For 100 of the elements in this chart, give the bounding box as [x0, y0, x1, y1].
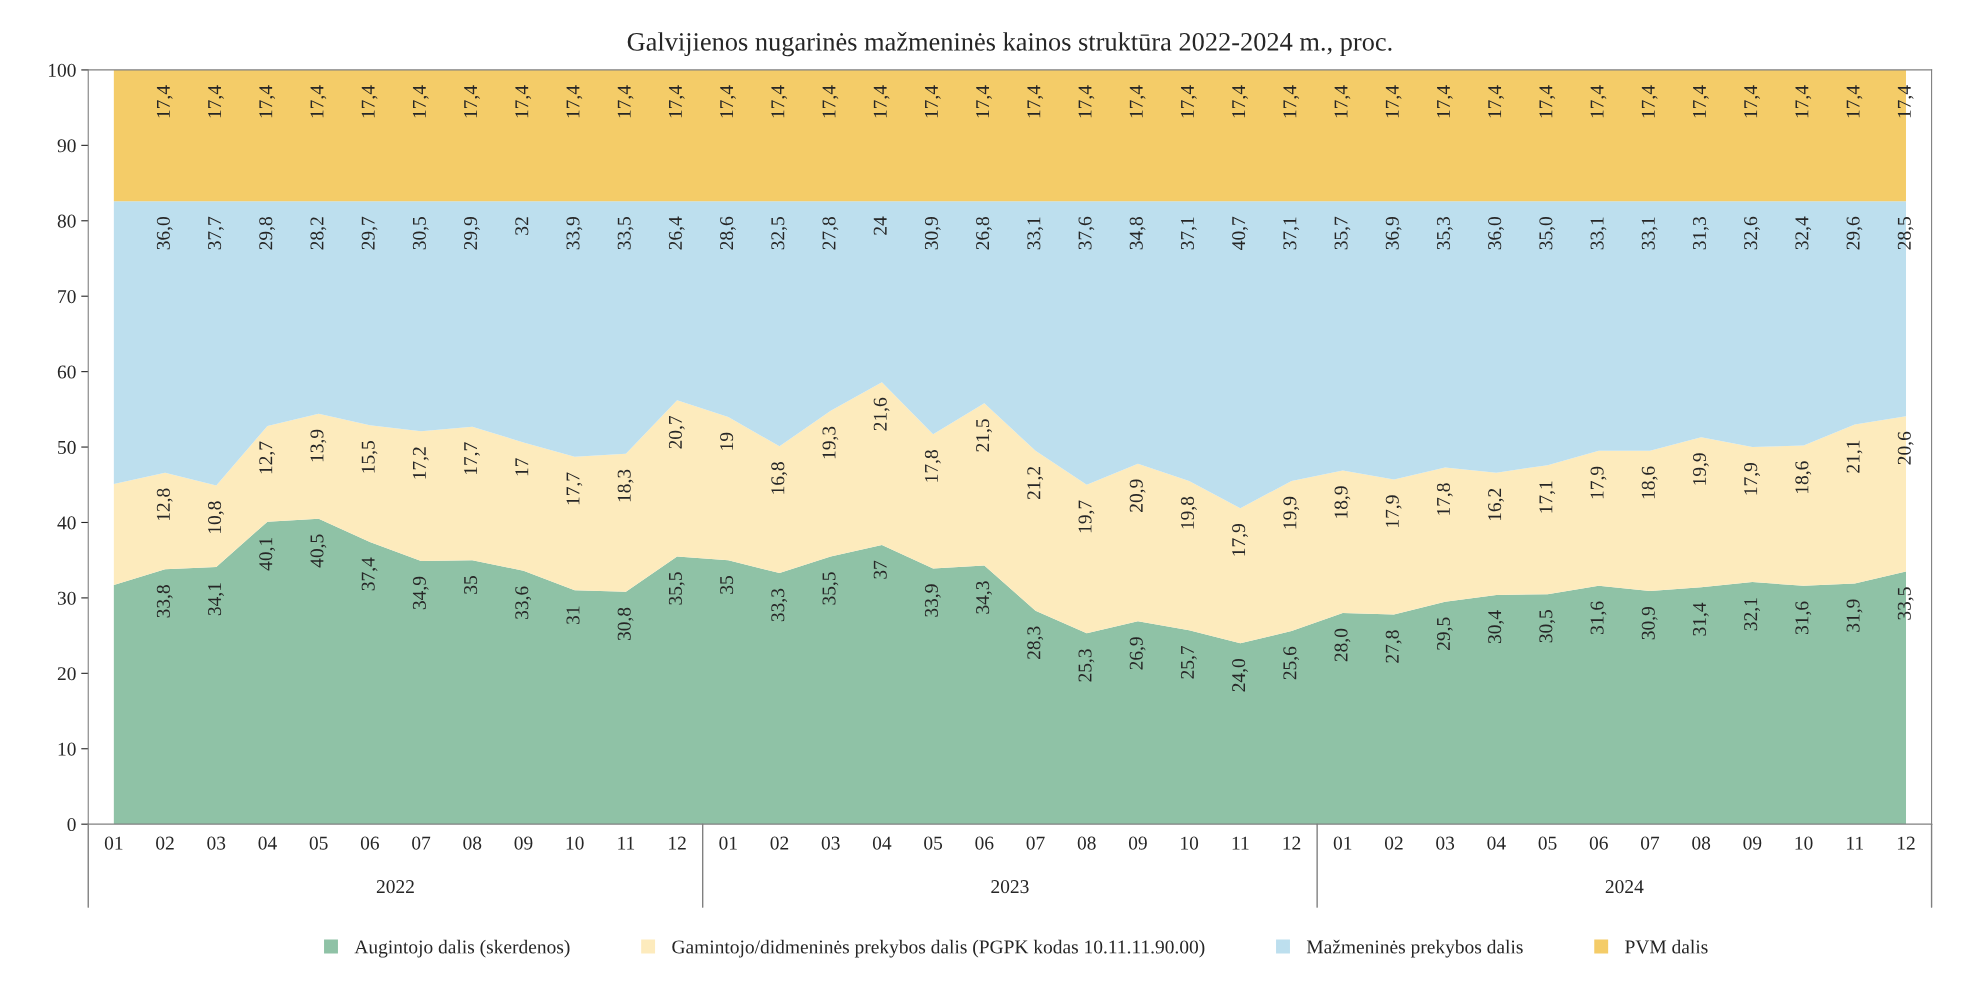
data-label: 28,2 — [310, 217, 327, 250]
x-tick-label: 07 — [1026, 836, 1045, 850]
data-label: 30,4 — [1488, 610, 1505, 644]
x-tick-label: 08 — [1692, 836, 1711, 850]
x-tick-label: 05 — [1538, 836, 1557, 850]
data-label: 31,9 — [1846, 599, 1863, 632]
y-tick-label: 50 — [58, 440, 76, 454]
y-tick-label: 40 — [57, 516, 76, 530]
data-label: 17,4 — [1385, 85, 1402, 118]
data-label: 36,0 — [156, 216, 173, 250]
data-label: 24 — [873, 216, 887, 235]
data-label: 34,1 — [208, 583, 224, 616]
data-label: 33,5 — [617, 217, 634, 250]
data-label: 17,1 — [1539, 481, 1556, 513]
data-label: 20,6 — [1897, 431, 1914, 465]
data-label: 36,9 — [1385, 217, 1402, 250]
data-label: 16,8 — [771, 462, 788, 494]
data-label: 17,4 — [668, 85, 685, 118]
y-tick-label: 80 — [57, 214, 76, 228]
data-label: 37,1 — [1283, 217, 1300, 250]
data-label: 15,5 — [361, 441, 378, 473]
data-label: 17,4 — [259, 85, 276, 118]
y-tick-label: 60 — [57, 365, 76, 379]
data-label: 35,0 — [1539, 216, 1556, 250]
x-tick-label: 01 — [104, 836, 123, 850]
x-tick-label: 11 — [1232, 836, 1249, 850]
y-tick-label: 90 — [57, 139, 76, 153]
data-label: 30,8 — [617, 607, 634, 641]
x-tick-label: 10 — [1795, 836, 1813, 850]
x-tick-label: 08 — [463, 836, 482, 850]
data-label: 34,8 — [1129, 216, 1146, 250]
x-tick-label: 09 — [1743, 836, 1762, 850]
data-label: 17,9 — [1232, 524, 1248, 556]
data-label: 29,7 — [361, 216, 378, 250]
data-label: 17,7 — [566, 472, 583, 505]
data-label: 31,6 — [1590, 601, 1607, 635]
x-tick-label: 12 — [1283, 836, 1301, 850]
legend-label: Gamintojo/didmeninės prekybos dalis (PGPK kodas 10.11.11.90.00) — [672, 939, 1205, 958]
data-label: 21,2 — [1027, 466, 1044, 500]
data-label: 20,9 — [1129, 479, 1146, 512]
data-label: 18,3 — [617, 469, 634, 502]
chart-title: Galvijienos nugarinės mažmeninės kainos struktūra 2022-2024 m., proc. — [627, 32, 1392, 57]
x-tick-label: 06 — [1589, 836, 1608, 850]
data-label: 40,7 — [1232, 216, 1248, 250]
data-label: 17,9 — [1590, 466, 1607, 499]
data-label: 33,1 — [1590, 217, 1607, 250]
y-tick-label: 20 — [57, 667, 76, 681]
data-label: 17,8 — [924, 450, 941, 482]
data-label: 35,5 — [668, 572, 685, 605]
data-label: 19,3 — [822, 426, 839, 459]
data-label: 17,4 — [208, 85, 224, 118]
y-tick-label: 30 — [57, 591, 76, 605]
x-tick-label: 09 — [1128, 836, 1147, 850]
x-tick-label: 10 — [566, 836, 584, 850]
data-label: 28,5 — [1897, 217, 1914, 250]
x-tick-label: 07 — [412, 836, 431, 850]
legend-label: Augintojo dalis (skerdenos) — [354, 939, 570, 958]
data-label: 35 — [464, 576, 478, 594]
data-label: 13,9 — [310, 429, 327, 462]
legend-label: Mažmeninės prekybos dalis — [1306, 939, 1523, 958]
data-label: 17,4 — [1846, 85, 1863, 118]
data-label: 32,6 — [1744, 216, 1761, 250]
data-label: 10,8 — [208, 501, 224, 533]
data-label: 37,4 — [361, 557, 378, 591]
y-tick-label: 10 — [58, 742, 76, 756]
data-label: 36,0 — [1488, 216, 1505, 250]
data-label: 17,4 — [1129, 85, 1146, 118]
data-label: 17,4 — [156, 85, 173, 118]
data-label: 17,4 — [1283, 85, 1300, 118]
data-label: 30,9 — [1641, 606, 1658, 640]
data-label: 31,6 — [1795, 601, 1812, 635]
data-label: 17,4 — [771, 85, 788, 118]
x-tick-label: 11 — [618, 836, 635, 850]
data-label: 17,9 — [1744, 462, 1761, 495]
data-label: 17,4 — [566, 85, 583, 118]
data-label: 19,7 — [1078, 500, 1095, 533]
x-tick-label: 02 — [156, 836, 174, 850]
data-label: 30,5 — [412, 217, 429, 250]
data-label: 29,5 — [1436, 617, 1453, 650]
data-label: 17,4 — [1897, 85, 1914, 118]
data-label: 33,9 — [924, 584, 941, 617]
data-label: 26,8 — [976, 216, 992, 250]
x-tick-label: 05 — [309, 836, 328, 850]
data-label: 33,3 — [771, 588, 788, 622]
data-label: 35 — [720, 576, 734, 594]
x-tick-label: 07 — [1640, 836, 1660, 850]
data-label: 17,4 — [1027, 85, 1044, 118]
data-label: 34,9 — [412, 576, 429, 610]
x-tick-label: 03 — [207, 836, 226, 850]
data-label: 28,3 — [1027, 626, 1044, 659]
data-label: 29,9 — [464, 217, 480, 250]
data-label: 37,6 — [1078, 216, 1095, 250]
data-label: 17,4 — [1334, 85, 1351, 118]
data-label: 17,4 — [924, 85, 941, 118]
data-label: 18,6 — [1641, 466, 1658, 499]
data-label: 17,2 — [412, 447, 429, 479]
data-label: 17,4 — [1590, 85, 1607, 118]
data-label: 26,4 — [668, 216, 685, 250]
data-label: 31 — [566, 606, 580, 624]
data-label: 20,7 — [668, 415, 685, 449]
